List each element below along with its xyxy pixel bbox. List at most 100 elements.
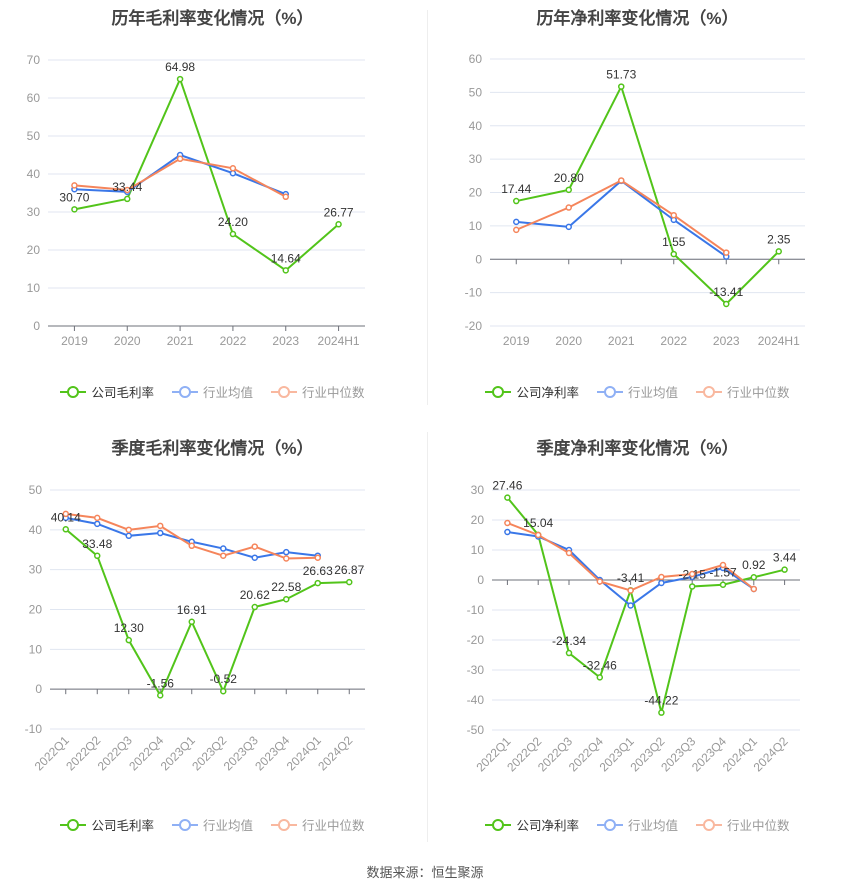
data-point[interactable] [314,579,321,587]
y-tick-label: 20 [471,513,485,527]
data-point[interactable] [157,529,164,537]
data-point[interactable] [125,526,132,534]
legend-item[interactable]: 行业中位数 [696,815,790,834]
legend-item[interactable]: 公司毛利率 [60,815,154,834]
data-point[interactable] [750,585,758,593]
data-point[interactable] [125,532,132,540]
data-point[interactable] [124,186,131,194]
data-point[interactable] [719,581,727,588]
data-point[interactable] [157,522,164,530]
data-point[interactable] [71,182,78,189]
data-point[interactable] [282,193,289,201]
data-point[interactable] [229,165,237,172]
data-point[interactable] [176,75,184,83]
data-point[interactable] [781,566,788,573]
legend-item[interactable]: 行业中位数 [271,382,365,401]
y-tick-label: 30 [469,152,483,166]
data-point[interactable] [188,618,195,626]
y-tick-label: 30 [27,205,41,219]
legend-item[interactable]: 行业均值 [596,815,678,834]
data-point[interactable] [251,554,258,561]
data-point[interactable] [283,595,290,603]
data-point[interactable] [125,636,132,644]
data-point[interactable] [670,250,677,258]
data-label: -32.46 [583,658,617,672]
data-point[interactable] [94,552,101,560]
data-point[interactable] [627,587,634,594]
data-point[interactable] [565,204,572,211]
data-point[interactable] [534,531,542,539]
data-point[interactable] [346,578,353,586]
data-point[interactable] [596,578,604,585]
data-point[interactable] [283,555,290,562]
data-point[interactable] [282,267,289,274]
data-point[interactable] [723,249,730,256]
data-point[interactable] [565,223,572,231]
data-point[interactable] [220,687,227,695]
data-label: 26.77 [324,205,354,219]
y-tick-label: -20 [465,319,483,333]
y-tick-label: 40 [469,119,483,133]
legend-item[interactable]: 公司毛利率 [60,382,154,401]
data-point[interactable] [314,554,321,561]
data-point[interactable] [719,561,727,569]
data-point[interactable] [176,155,184,163]
data-point[interactable] [658,579,665,587]
data-point[interactable] [596,674,604,681]
data-point[interactable] [513,218,520,226]
x-tick-label: 2024Q2 [315,733,355,773]
x-tick-label: 2020 [555,334,582,348]
data-point[interactable] [688,583,696,590]
data-point[interactable] [565,186,572,194]
data-point[interactable] [504,519,511,527]
data-point[interactable] [658,573,665,581]
data-point[interactable] [565,549,573,557]
data-point[interactable] [62,510,69,518]
data-point[interactable] [220,545,227,552]
data-point[interactable] [565,649,573,657]
chart-1: -20 -10 0 10 20 30 40 50 60 2019 2020 2021 2022 2023 2… [465,52,805,348]
data-point[interactable] [229,230,237,238]
legend-item[interactable]: 公司净利率 [485,815,579,834]
y-tick-label: 0 [35,682,42,696]
legend-item[interactable]: 公司净利率 [485,382,579,401]
data-point[interactable] [618,83,625,90]
legend-label: 行业均值 [627,386,678,400]
data-point[interactable] [504,528,511,536]
data-point[interactable] [504,494,511,501]
data-point[interactable] [188,542,195,550]
data-point[interactable] [775,248,782,255]
data-point[interactable] [688,570,696,578]
data-point[interactable] [513,197,520,205]
data-point[interactable] [335,221,342,228]
data-point[interactable] [251,603,258,611]
legend-line-circle-icon [596,385,623,398]
legend-line-circle-icon [485,385,512,398]
legend-item[interactable]: 行业均值 [596,382,678,401]
data-label: 16.91 [177,603,207,617]
data-point[interactable] [62,526,69,533]
data-point[interactable] [513,226,520,234]
y-tick-label: 60 [469,52,483,66]
data-point[interactable] [220,552,227,559]
data-point[interactable] [94,520,101,528]
data-point[interactable] [658,709,665,716]
data-point[interactable] [71,206,78,213]
legend-item[interactable]: 行业均值 [171,815,253,834]
data-point[interactable] [124,195,131,203]
y-tick-label: 10 [29,642,43,656]
data-point[interactable] [723,300,730,308]
data-point[interactable] [283,548,290,556]
legend-item[interactable]: 行业中位数 [271,815,365,834]
data-point[interactable] [627,602,634,609]
data-point[interactable] [618,177,625,184]
y-tick-label: 0 [33,319,40,333]
legend-item[interactable]: 行业均值 [171,382,253,401]
data-point[interactable] [94,514,101,522]
data-point[interactable] [157,692,164,699]
data-point[interactable] [251,543,258,550]
data-point[interactable] [750,573,758,581]
legend-label: 行业中位数 [302,386,365,400]
legend-item[interactable]: 行业中位数 [696,382,790,401]
data-point[interactable] [670,211,677,219]
